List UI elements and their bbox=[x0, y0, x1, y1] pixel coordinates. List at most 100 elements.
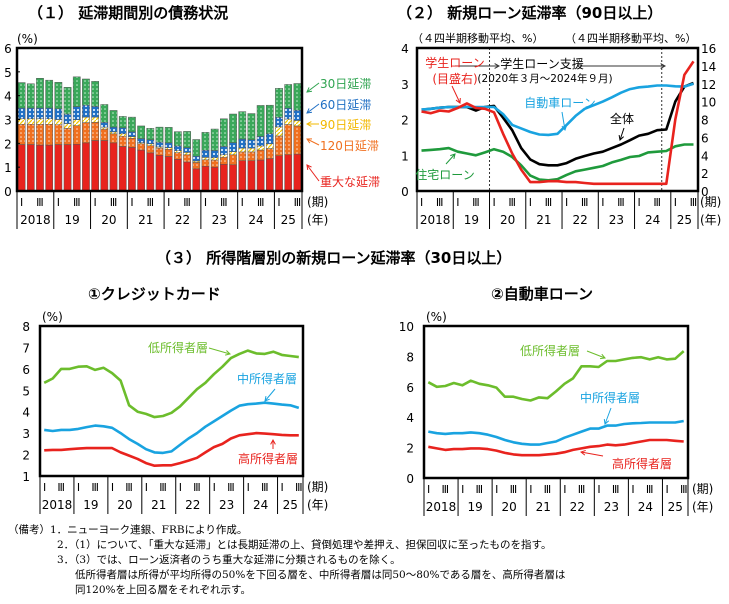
chart3-year-label: 21 bbox=[151, 498, 166, 512]
chart2-plot-frame bbox=[415, 46, 700, 193]
chart4-year-unit-label: (年) bbox=[692, 500, 713, 514]
chart4-series-arrow bbox=[604, 407, 612, 425]
chart3-period-label: (期) bbox=[307, 480, 328, 494]
bar-重大な延滞 bbox=[100, 140, 109, 192]
total-arrow-head bbox=[618, 134, 625, 141]
bar-60日延滞 bbox=[118, 127, 127, 135]
bar-重大な延滞 bbox=[210, 166, 219, 192]
bar-30日延滞 bbox=[238, 111, 247, 140]
bar-60日延滞 bbox=[238, 138, 247, 149]
bar-120日延滞 bbox=[220, 156, 228, 165]
bar-30日延滞 bbox=[183, 131, 191, 148]
bar-120日延滞 bbox=[229, 154, 237, 166]
chart2-right-ytick-label: 2 bbox=[701, 167, 709, 181]
bar-60日延滞 bbox=[247, 139, 256, 149]
chart3-series-arrow-head bbox=[270, 438, 276, 445]
bar-30日延滞 bbox=[100, 104, 109, 123]
chart2-right-ytick-label: 4 bbox=[701, 149, 709, 163]
chart1-year-label: 21 bbox=[138, 213, 153, 227]
chart4-series-label: 低所得者層 bbox=[520, 343, 580, 358]
chart2-right-ytick-label: 12 bbox=[701, 78, 716, 92]
bar-60日延滞 bbox=[36, 107, 44, 120]
chart2-quarter-tick-III: Ⅲ bbox=[508, 196, 516, 209]
bar-120日延滞 bbox=[26, 124, 35, 145]
chart3-ytick-label: 2 bbox=[22, 449, 30, 463]
bar-30日延滞 bbox=[229, 113, 237, 143]
support-arrow-left-head bbox=[494, 63, 501, 69]
total-arrow bbox=[619, 127, 625, 141]
bar-30日延滞 bbox=[91, 81, 99, 107]
bar-30日延滞 bbox=[26, 83, 35, 109]
bar-30日延滞 bbox=[137, 125, 145, 139]
bar-60日延滞 bbox=[91, 106, 99, 118]
auto-loan-label: 自動車ローン bbox=[524, 96, 595, 110]
chart4-quarter-tick-I: Ⅰ bbox=[563, 483, 566, 496]
notes-head: （備考） bbox=[8, 524, 50, 536]
bar-重大な延滞 bbox=[183, 161, 191, 192]
chart3-year-label: 2018 bbox=[42, 498, 73, 512]
chart4-period-label: (期) bbox=[692, 482, 713, 496]
chart1-year-label: 22 bbox=[175, 213, 190, 227]
chart4-quarter-tick-III: Ⅲ bbox=[578, 483, 586, 496]
chart1-year-label: 25 bbox=[281, 213, 296, 227]
bar-90日延滞 bbox=[82, 116, 90, 123]
bar-120日延滞 bbox=[256, 149, 265, 161]
bar-120日延滞 bbox=[91, 122, 99, 141]
chart3-ytick-label: 1 bbox=[22, 470, 30, 484]
chart1-quarter-tick-I: Ⅰ bbox=[241, 196, 244, 209]
chart4-quarter-tick-III: Ⅲ bbox=[476, 483, 484, 496]
chart4-year-label: 2018 bbox=[426, 500, 457, 514]
bar-120日延滞 bbox=[82, 122, 90, 144]
chart4-quarter-tick-I: Ⅰ bbox=[597, 483, 600, 496]
bar-120日延滞 bbox=[36, 124, 44, 146]
student-loan-axis-note: (目盛右) bbox=[432, 71, 477, 86]
chart3-plot-frame bbox=[38, 324, 305, 478]
chart4-series-arrow-head bbox=[599, 353, 606, 360]
chart4-series-arrow bbox=[586, 350, 606, 359]
chart1-quarter-tick-I: Ⅰ bbox=[20, 196, 23, 209]
chart3-ytick-label: 7 bbox=[22, 341, 30, 355]
chart3-series-arrow-head bbox=[264, 395, 270, 402]
chart2-year-label: 23 bbox=[609, 213, 624, 227]
chart1-period-label: (期) bbox=[307, 195, 328, 209]
chart2-year-label: 2018 bbox=[420, 213, 451, 227]
bar-重大な延滞 bbox=[54, 144, 63, 192]
bar-30日延滞 bbox=[220, 118, 228, 147]
chart3-quarter-tick-III: Ⅲ bbox=[295, 481, 303, 494]
chart1-quarter-tick-III: Ⅲ bbox=[294, 196, 302, 209]
support-label-bg bbox=[505, 56, 580, 70]
chart2-left-unit-label: （４四半期移動平均、%） bbox=[412, 31, 543, 45]
chart1-ytick-label: 0 bbox=[4, 185, 12, 199]
chart2-left-ytick-label: 0 bbox=[401, 185, 409, 199]
bar-重大な延滞 bbox=[63, 144, 72, 192]
bar-30日延滞 bbox=[201, 132, 210, 151]
chart2-year-label: 24 bbox=[645, 213, 660, 227]
bar-60日延滞 bbox=[63, 113, 72, 124]
bar-120日延滞 bbox=[183, 154, 191, 163]
bar-90日延滞 bbox=[26, 118, 35, 125]
chart3-quarter-tick-III: Ⅲ bbox=[193, 481, 201, 494]
bar-90日延滞 bbox=[238, 147, 247, 153]
bar-120日延滞 bbox=[128, 138, 136, 148]
bar-30日延滞 bbox=[284, 84, 293, 109]
chart2-left-ytick-label: 4 bbox=[401, 42, 409, 56]
bar-重大な延滞 bbox=[201, 165, 210, 192]
chart4-year-label: 25 bbox=[668, 500, 683, 514]
support-period-label: (2020年３月～2024年９月) bbox=[477, 72, 612, 85]
bar-重大な延滞 bbox=[82, 142, 90, 192]
mortgage-arrow bbox=[445, 153, 456, 165]
bar-120日延滞 bbox=[137, 143, 145, 151]
chart1-title: （１） 延滞期間別の債務状況 bbox=[28, 4, 229, 22]
notes: （備考）1．ニューヨーク連銀、FRBにより作成。 2．（1）について、「重大な延… bbox=[8, 523, 565, 598]
chart2-year-label: 21 bbox=[536, 213, 551, 227]
bar-60日延滞 bbox=[183, 147, 191, 153]
bar-60日延滞 bbox=[164, 142, 173, 148]
chart4-title: ②自動車ローン bbox=[491, 285, 593, 303]
chart1-year-label: 19 bbox=[65, 213, 80, 227]
bar-重大な延滞 bbox=[275, 155, 283, 192]
chart4-year-label: 22 bbox=[570, 500, 585, 514]
chart4-quarter-tick-I: Ⅰ bbox=[665, 483, 668, 496]
chart1-quarter-tick-I: Ⅰ bbox=[167, 196, 170, 209]
chart1-quarter-tick-I: Ⅰ bbox=[130, 196, 133, 209]
bar-90日延滞 bbox=[109, 131, 118, 135]
